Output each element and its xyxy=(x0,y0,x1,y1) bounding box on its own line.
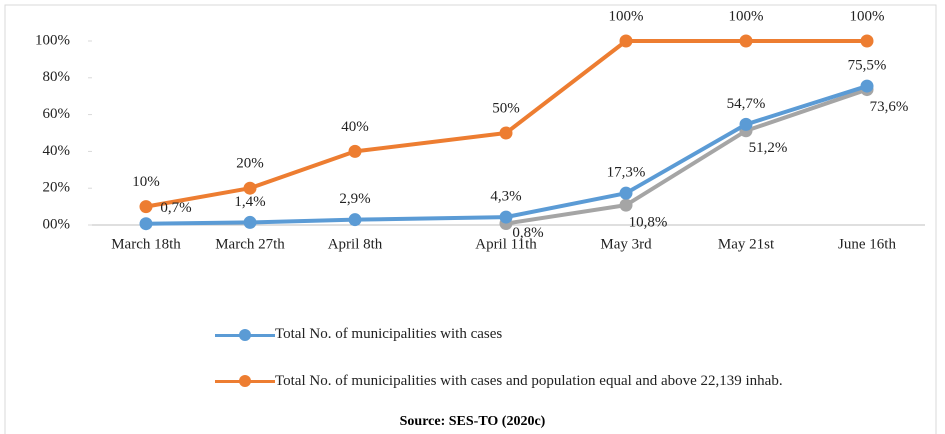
data-label: 4,3% xyxy=(490,189,521,205)
point xyxy=(348,213,362,227)
data-label: 10% xyxy=(132,174,160,190)
point xyxy=(860,79,874,93)
series-line xyxy=(505,87,868,226)
legend-label: Total No. of municipalities with cases xyxy=(275,326,503,342)
x-tick-label: April 11th xyxy=(475,236,537,252)
data-label: 50% xyxy=(492,100,520,116)
data-label: 0,8% xyxy=(512,225,543,241)
data-label: 10,8% xyxy=(629,215,668,231)
y-tick-label: 00% xyxy=(43,216,71,232)
data-label: 100% xyxy=(729,8,764,24)
series-line xyxy=(145,39,867,209)
data-label: 73,6% xyxy=(870,99,909,115)
legend-entry: Total No. of municipalities with cases a… xyxy=(215,372,865,391)
point xyxy=(739,34,753,48)
y-tick-label: 40% xyxy=(43,143,71,159)
data-label: 75,5% xyxy=(848,58,887,74)
x-tick-label: April 8th xyxy=(328,236,383,252)
y-tick-label: 60% xyxy=(43,106,71,122)
data-label: 2,9% xyxy=(339,191,370,207)
x-tick-label: May 21st xyxy=(718,236,775,252)
point xyxy=(348,144,362,158)
data-label: 100% xyxy=(609,8,644,24)
point xyxy=(499,126,513,140)
data-label: 40% xyxy=(341,119,369,135)
chart-border xyxy=(4,4,937,434)
y-tick-label: 20% xyxy=(43,180,71,196)
point xyxy=(860,34,874,48)
point xyxy=(619,34,633,48)
point xyxy=(139,217,153,231)
point xyxy=(619,198,633,212)
x-tick-label: March 18th xyxy=(111,236,181,252)
x-tick-label: March 27th xyxy=(215,236,285,252)
point xyxy=(243,215,257,229)
data-label: 20% xyxy=(236,156,264,172)
point xyxy=(499,210,513,224)
y-tick-label: 100% xyxy=(35,32,70,48)
point xyxy=(739,117,753,131)
legend-key xyxy=(215,372,275,390)
data-label: 1,4% xyxy=(234,194,265,210)
x-tick-label: June 16th xyxy=(838,236,896,252)
data-label: 54,7% xyxy=(727,96,766,112)
legend-key xyxy=(215,326,275,344)
point xyxy=(139,200,153,214)
source: Source: SES-TO (2020c) xyxy=(399,414,546,429)
point xyxy=(619,186,633,200)
x-tick-label: May 3rd xyxy=(600,236,652,252)
y-tick-label: 80% xyxy=(43,69,71,85)
data-label: 17,3% xyxy=(607,165,646,181)
data-label: 0,7% xyxy=(160,200,191,216)
data-label: 100% xyxy=(850,8,885,24)
data-label: 51,2% xyxy=(749,140,788,156)
point xyxy=(243,181,257,195)
legend-label: Total No. of municipalities with cases a… xyxy=(275,373,783,389)
legend-entry: Total No. of municipalities with cases xyxy=(215,326,865,344)
